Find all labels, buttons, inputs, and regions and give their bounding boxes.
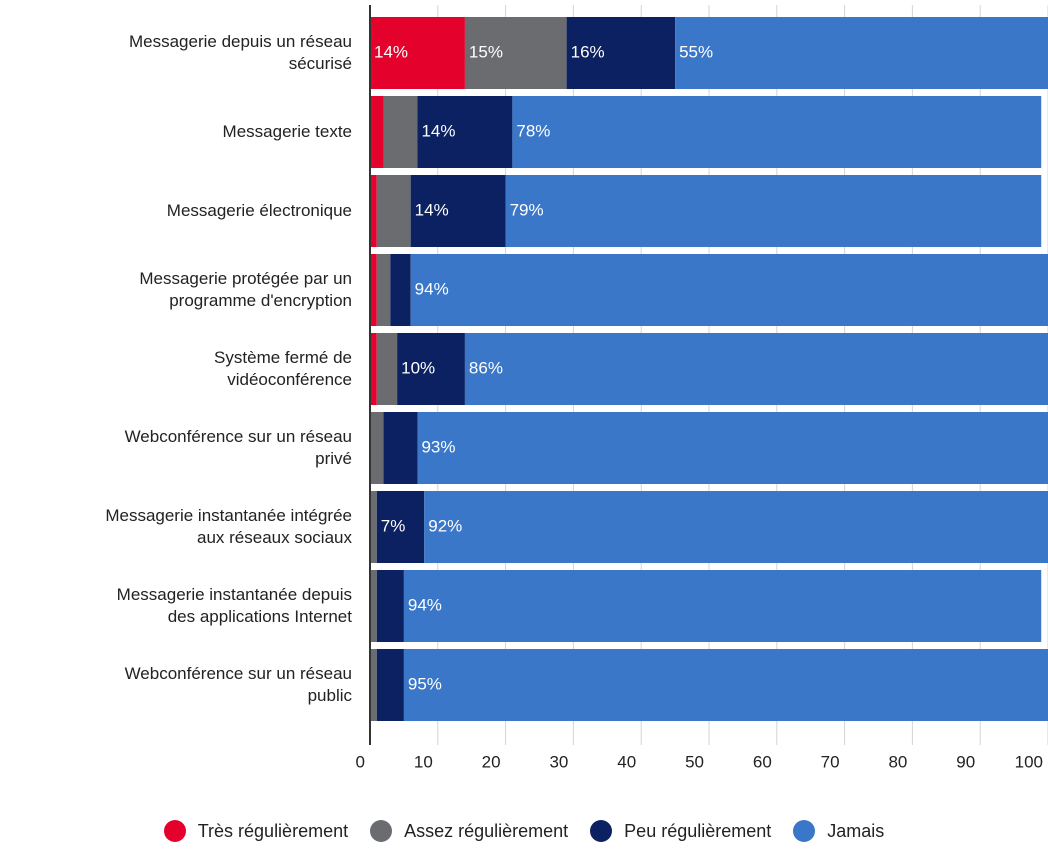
x-tick-label: 90: [956, 752, 975, 771]
x-tick-label: 100: [1015, 752, 1043, 771]
legend-item: Très régulièrement: [163, 820, 349, 842]
bar-segment: [675, 17, 1048, 89]
value-label: 14%: [415, 200, 449, 219]
bar-segment: [383, 96, 418, 168]
bar-segment: [370, 254, 377, 326]
bar-segment: [370, 570, 377, 642]
bar-segment: [403, 570, 1042, 642]
value-label: 7%: [381, 516, 406, 535]
value-label: 94%: [415, 279, 449, 298]
value-label: 94%: [408, 595, 442, 614]
bar-segment: [566, 17, 676, 89]
value-label: 93%: [421, 437, 455, 456]
x-tick-label: 30: [549, 752, 568, 771]
legend-label: Très régulièrement: [197, 820, 349, 841]
legend-label: Jamais: [827, 820, 885, 841]
legend-swatch: [590, 820, 613, 842]
bar-segment: [370, 96, 384, 168]
value-label: 79%: [510, 200, 544, 219]
category-label: Messagerie instantanée depuis des applic…: [116, 585, 352, 626]
legend-swatch: [163, 820, 186, 842]
bar-segment: [417, 96, 513, 168]
x-tick-label: 10: [414, 752, 433, 771]
bar-segment: [370, 649, 377, 721]
value-label: 78%: [516, 121, 550, 140]
category-label: Messagerie texte: [222, 122, 352, 141]
category-label: Système fermé de vidéoconférence: [214, 348, 352, 389]
x-tick-label: 60: [753, 752, 772, 771]
category-label: Messagerie depuis un réseau sécurisé: [128, 32, 352, 73]
category-label: Messagerie électronique: [166, 201, 352, 220]
bar-segment: [370, 333, 377, 405]
category-label: Messagerie protégée par un programme d'e…: [139, 269, 352, 310]
value-label: 16%: [571, 42, 605, 61]
x-tick-label: 70: [821, 752, 840, 771]
bar-segment: [410, 175, 506, 247]
bar-segment: [376, 333, 398, 405]
x-tick-label: 80: [888, 752, 907, 771]
legend-item: Assez régulièrement: [370, 820, 568, 842]
bar-segment: [376, 175, 411, 247]
category-label: Messagerie instantanée intégrée aux rése…: [105, 506, 352, 547]
bar-segment: [424, 491, 1048, 563]
x-tick-label: 0: [356, 752, 365, 771]
x-tick-label: 40: [617, 752, 636, 771]
value-label: 92%: [428, 516, 462, 535]
bar-segment: [464, 333, 1048, 405]
bar-segment: [370, 412, 384, 484]
category-label: Webconférence sur un réseau public: [124, 664, 352, 705]
value-label: 55%: [679, 42, 713, 61]
bar-segment: [376, 491, 425, 563]
bar-segment: [376, 649, 404, 721]
value-label: 14%: [374, 42, 408, 61]
bar-segment: [417, 412, 1048, 484]
bar-segment: [376, 254, 391, 326]
bar-segment: [383, 412, 418, 484]
x-tick-label: 50: [685, 752, 704, 771]
legend-item: Peu régulièrement: [590, 820, 771, 842]
legend-swatch: [370, 820, 393, 842]
legend-item: Jamais: [793, 820, 884, 842]
bar-segment: [403, 649, 1048, 721]
category-label: Webconférence sur un réseau privé: [124, 427, 352, 468]
legend-swatch: [793, 820, 816, 842]
value-label: 10%: [401, 358, 435, 377]
bar-segment: [410, 254, 1048, 326]
bar-segment: [376, 570, 404, 642]
bar-segment: [464, 17, 567, 89]
bar-segment: [390, 254, 411, 326]
legend-label: Peu régulièrement: [624, 820, 772, 841]
value-label: 95%: [408, 674, 442, 693]
value-label: 14%: [421, 121, 455, 140]
value-label: 86%: [469, 358, 503, 377]
legend-label: Assez régulièrement: [404, 820, 569, 841]
value-label: 15%: [469, 42, 503, 61]
bar-segment: [370, 17, 465, 89]
bar-segment: [397, 333, 465, 405]
legend: Très régulièrement Assez régulièrement Peu…: [0, 820, 1048, 842]
bar-segment: [512, 96, 1042, 168]
bar-segment: [370, 491, 377, 563]
bar-segment: [370, 175, 377, 247]
bar-segment: [505, 175, 1042, 247]
x-tick-label: 20: [482, 752, 501, 771]
